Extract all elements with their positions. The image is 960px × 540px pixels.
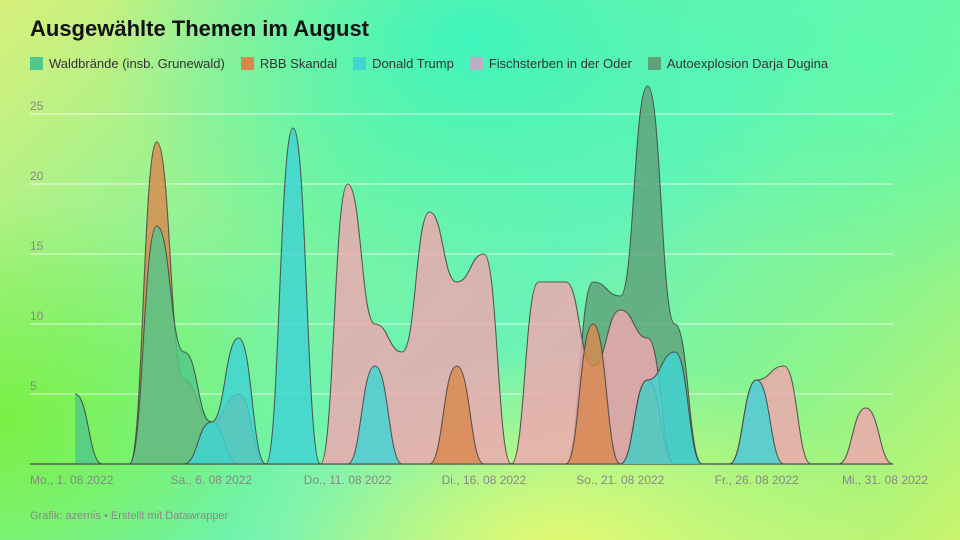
x-axis: Mo., 1. 08 2022 Sa., 6. 08 2022 Do., 11. 0…: [30, 473, 928, 487]
x-tick-label: Sa., 6. 08 2022: [171, 473, 253, 487]
area-fischsterben-in-der-oder: [75, 184, 893, 464]
y-tick-label: 10: [30, 309, 44, 323]
legend-label-autoexplosion: Autoexplosion Darja Dugina: [666, 56, 829, 71]
y-tick-label: 15: [30, 239, 44, 253]
x-tick-label: Mo., 1. 08 2022: [30, 473, 114, 487]
legend-label-fischsterben: Fischsterben in der Oder: [488, 56, 632, 71]
legend-swatch-fischsterben: [469, 57, 483, 70]
legend: Waldbrände (insb. Grunewald) RBB Skandal…: [30, 56, 828, 71]
series-areas: [74, 85, 894, 465]
y-tick-label: 25: [30, 99, 44, 113]
legend-item-donald-trump: Donald Trump: [353, 56, 454, 71]
x-tick-label: Di., 16. 08 2022: [442, 473, 527, 487]
y-tick-label: 5: [30, 379, 37, 393]
area-waldbr-nde-insb-grunewald: [75, 226, 893, 464]
area-donald-trump: [75, 128, 893, 464]
area-donald-trump: [75, 352, 893, 464]
legend-item-waldbraende: Waldbrände (insb. Grunewald): [30, 56, 225, 71]
legend-swatch-donald-trump: [353, 57, 367, 70]
chart-title: Ausgewählte Themen im August: [30, 16, 370, 41]
y-axis: 5 10 15 20 25: [30, 99, 44, 393]
y-tick-label: 20: [30, 169, 44, 183]
legend-item-autoexplosion: Autoexplosion Darja Dugina: [647, 56, 829, 71]
line-donald-trump: [74, 351, 893, 465]
legend-swatch-waldbraende: [30, 57, 43, 70]
legend-label-waldbraende: Waldbrände (insb. Grunewald): [49, 56, 225, 71]
credit-note: Grafik: azernis • Erstellt mit Datawrapp…: [30, 510, 229, 522]
x-tick-label: Mi., 31. 08 2022: [842, 473, 928, 487]
legend-swatch-autoexplosion: [647, 57, 661, 70]
x-tick-label: Do., 11. 08 2022: [304, 473, 392, 487]
x-tick-label: Fr., 26. 08 2022: [715, 473, 799, 487]
legend-label-rbb-skandal: RBB Skandal: [259, 56, 338, 71]
legend-label-donald-trump: Donald Trump: [372, 56, 454, 71]
x-tick-label: So., 21. 08 2022: [576, 473, 664, 487]
legend-item-fischsterben: Fischsterben in der Oder: [469, 56, 632, 71]
legend-swatch-rbb-skandal: [240, 57, 254, 70]
legend-item-rbb-skandal: RBB Skandal: [240, 56, 338, 71]
